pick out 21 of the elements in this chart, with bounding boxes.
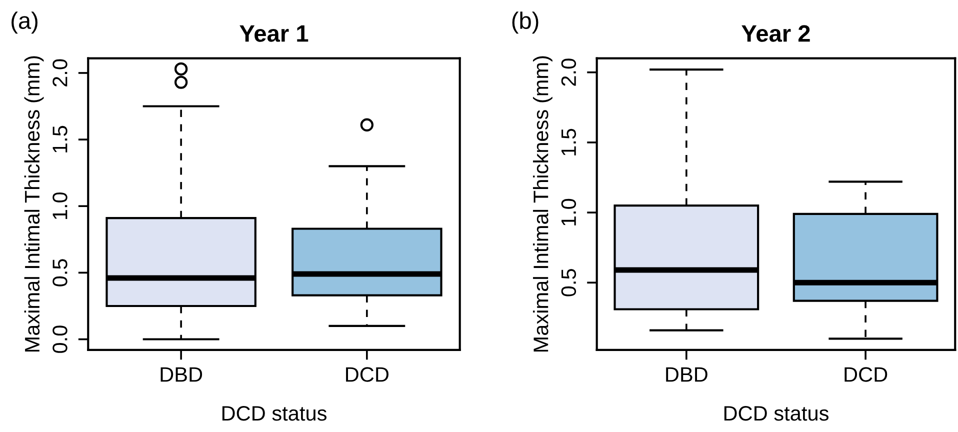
- x-tick-label: DCD: [844, 367, 888, 382]
- y-tick-label: 1.5: [52, 126, 68, 152]
- y-tick-label: 1.5: [562, 128, 576, 156]
- text: (b): [512, 12, 538, 34]
- x-axis-title: DCD status: [724, 406, 828, 421]
- x-tick-label: DCD: [346, 367, 388, 382]
- text: (a): [12, 12, 38, 34]
- y-tick-label: 1.0: [561, 198, 576, 226]
- y-tick-label: 0.5: [52, 259, 68, 286]
- chart-title: Year 2: [742, 25, 810, 42]
- x-tick-label: DBD: [160, 367, 202, 382]
- y-axis-title: Maximal Intimal Thickness (mm): [24, 56, 44, 352]
- x-tick-label: DBD: [666, 367, 708, 382]
- chart-title: Year 1: [240, 25, 308, 42]
- y-tick-label: 0.5: [561, 269, 576, 296]
- y-tick-label: 2.0: [52, 59, 68, 86]
- x-axis-title: DCD status: [222, 406, 326, 421]
- y-tick-label: 1.0: [52, 192, 68, 220]
- y-tick-label: 0.0: [52, 326, 68, 353]
- y-tick-label: 2.0: [561, 58, 576, 86]
- y-axis-title: Maximal Intimal Thickness (mm): [532, 56, 552, 352]
